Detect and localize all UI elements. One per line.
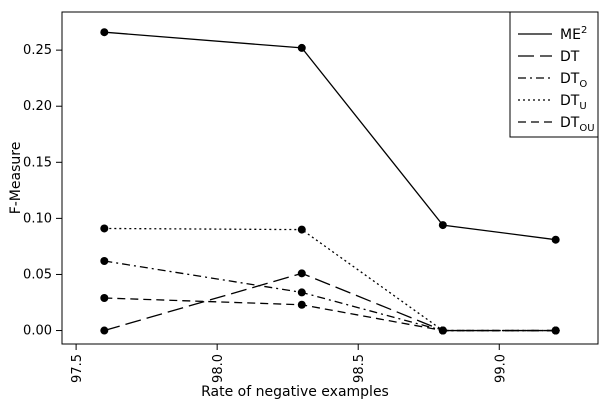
- x-axis-title: Rate of negative examples: [201, 384, 389, 400]
- data-point: [551, 235, 560, 244]
- y-tick-label: 0.10: [23, 211, 52, 226]
- data-points: [100, 28, 560, 335]
- series-line-1: [104, 272, 556, 332]
- data-point: [297, 300, 306, 309]
- legend-label: DTOU: [560, 115, 595, 134]
- y-axis-title: F-Measure: [8, 142, 24, 215]
- series-line-3: [104, 227, 556, 332]
- x-tick-label: 98.5: [352, 354, 367, 383]
- data-point: [438, 326, 447, 335]
- x-axis: 97.5 98.0 98.5 99.0: [70, 344, 508, 383]
- series-line-0: [104, 31, 556, 241]
- data-point: [297, 43, 306, 52]
- data-point: [297, 288, 306, 297]
- y-tick-label: 0.15: [23, 155, 52, 170]
- data-point: [100, 224, 109, 233]
- legend-label: DTO: [560, 71, 587, 90]
- data-point: [297, 225, 306, 234]
- legend-label: ME2: [560, 25, 587, 43]
- series-line-4: [104, 297, 556, 332]
- legend: ME2 DT DTO DTU DTOU: [509, 11, 599, 138]
- data-point: [551, 326, 560, 335]
- y-tick-label: 0.25: [23, 43, 52, 58]
- x-tick-label: 97.5: [70, 354, 85, 383]
- y-axis: 0.00 0.05 0.10 0.15 0.20 0.25: [23, 43, 62, 339]
- plot-area-frame: [61, 11, 599, 345]
- y-tick-label: 0.05: [23, 267, 52, 282]
- legend-box: [509, 11, 599, 138]
- legend-label: DT: [560, 49, 580, 65]
- legend-label: DTU: [560, 93, 587, 112]
- x-tick-label: 99.0: [493, 354, 508, 383]
- y-tick-label: 0.20: [23, 99, 52, 114]
- data-point: [100, 257, 109, 265]
- data-point: [100, 326, 109, 335]
- data-point: [438, 221, 447, 230]
- data-point: [100, 294, 109, 303]
- x-tick-label: 98.0: [211, 354, 226, 383]
- series-lines: [104, 31, 556, 332]
- series-line-2: [104, 260, 556, 332]
- y-tick-label: 0.00: [23, 324, 52, 339]
- data-point: [297, 269, 306, 278]
- data-point: [100, 28, 109, 37]
